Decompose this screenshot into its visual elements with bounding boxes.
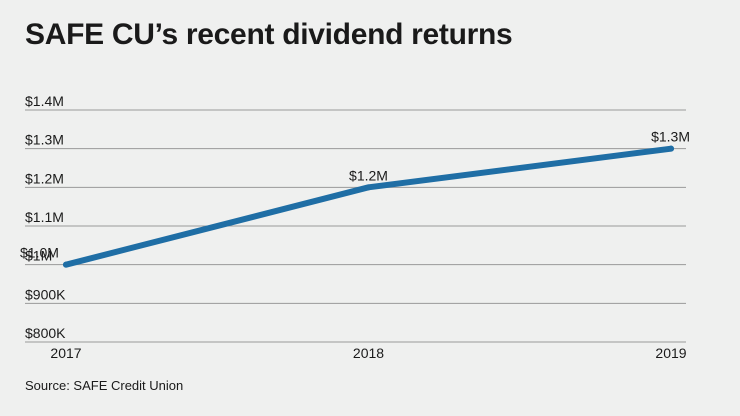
data-label: $1.2M [349,167,388,183]
x-axis-tick-labels: 2017 2018 2019 [50,345,686,361]
y-tick-label: $1M [25,248,52,264]
x-tick-label: 2017 [50,345,81,361]
y-tick-label: $1.4M [25,93,64,109]
y-tick-label: $1.2M [25,170,64,186]
grid-lines [25,109,686,343]
y-tick-label: $1.3M [25,132,64,148]
chart-title: SAFE CU’s recent dividend returns [25,18,513,51]
data-label: $1.3M [651,129,690,145]
series-line-group [63,145,674,268]
y-axis-tick-labels: $1.4M $1.3M $1.2M $1.1M $1M $900K $800K [25,93,66,341]
series-line [63,145,674,268]
source-note: Source: SAFE Credit Union [25,378,184,393]
data-point [668,145,674,152]
data-label-group: $1.0M $1.2M $1.3M [20,129,690,261]
x-tick-label: 2018 [353,345,384,361]
data-point [63,261,69,268]
y-tick-label: $1.1M [25,209,64,225]
data-point [365,184,372,191]
y-tick-label: $900K [25,286,66,302]
x-tick-label: 2019 [655,345,686,361]
y-tick-label: $800K [25,325,66,341]
data-label: $1.0M [20,245,59,261]
